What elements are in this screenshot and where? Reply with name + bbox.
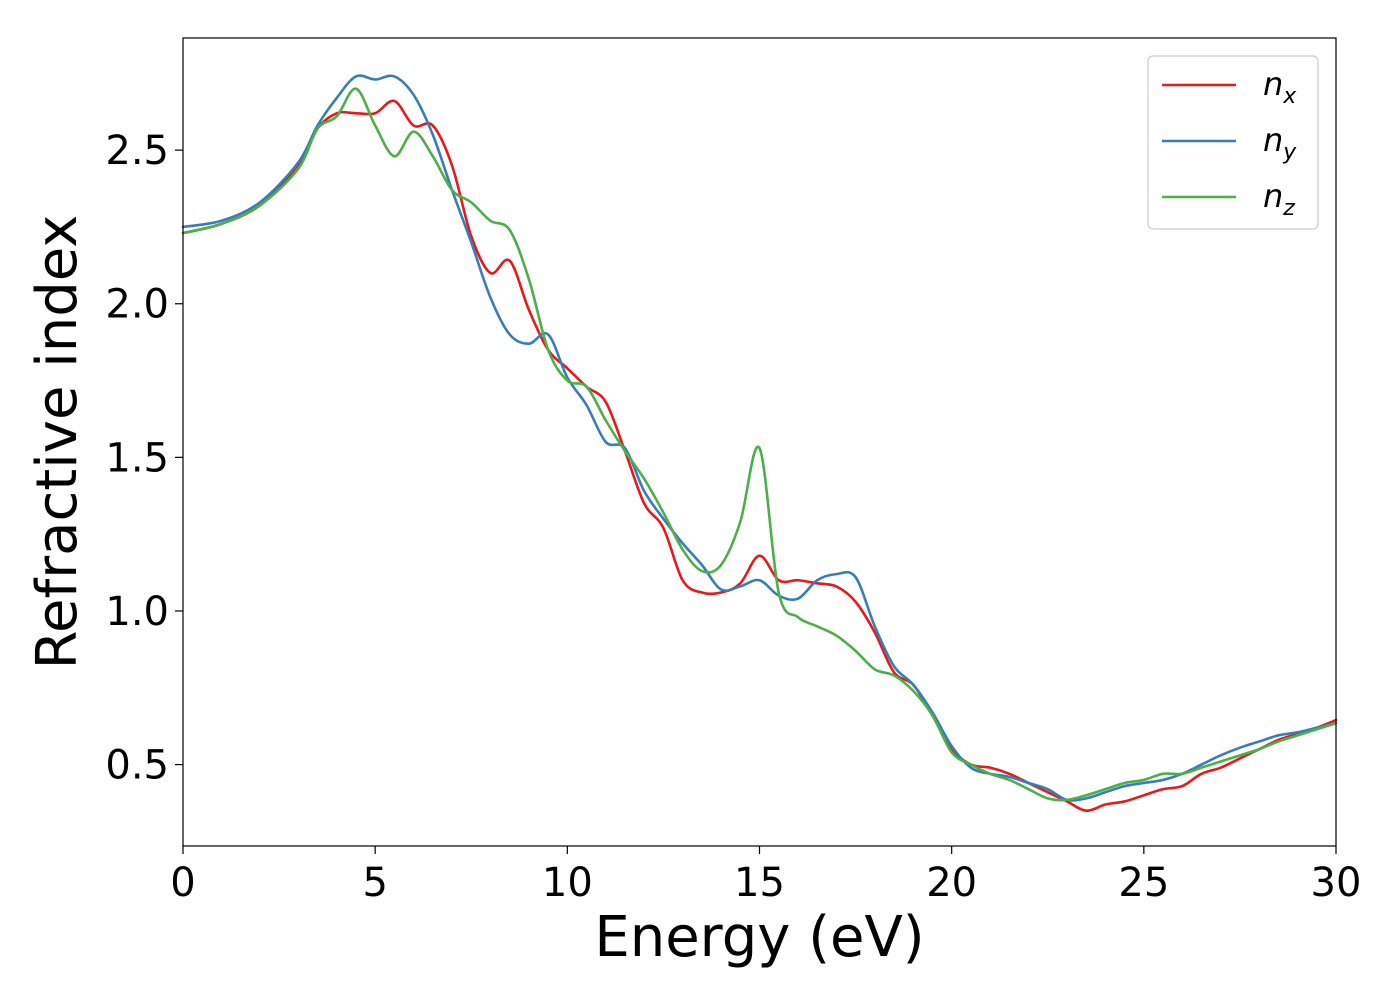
legend-label-subscript: y	[1282, 140, 1297, 165]
x-tick-label: 20	[926, 860, 977, 906]
legend-label-base: n	[1263, 121, 1283, 159]
legend-label-base: n	[1263, 177, 1283, 215]
x-tick-label: 15	[734, 860, 785, 906]
legend-label-base: n	[1263, 65, 1283, 103]
y-axis-title: Refractive index	[25, 215, 90, 670]
x-tick-label: 30	[1311, 860, 1362, 906]
x-tick-label: 5	[362, 860, 387, 906]
x-tick-label: 25	[1118, 860, 1169, 906]
legend-label-ny: ny	[1263, 121, 1297, 165]
legend-label-nz: nz	[1263, 177, 1295, 221]
legend-label-nx: nx	[1263, 65, 1297, 109]
y-tick-label: 2.5	[105, 128, 169, 174]
series-line-nx	[181, 99, 1338, 812]
x-axis-title: Energy (eV)	[594, 905, 924, 970]
y-tick-label: 0.5	[105, 743, 169, 789]
x-tick-label: 10	[542, 860, 593, 906]
x-tick-label: 0	[170, 860, 195, 906]
y-tick-label: 1.5	[105, 435, 169, 481]
series-layer	[181, 74, 1338, 812]
series-line-ny	[181, 74, 1338, 802]
y-tick-label: 2.0	[105, 282, 169, 328]
y-tick-label: 1.0	[105, 589, 169, 635]
legend-box	[1147, 55, 1319, 230]
legend-label-subscript: z	[1282, 196, 1295, 221]
legend-label-subscript: x	[1282, 84, 1297, 109]
ticks-layer: 0 5 10 15 20 25 30 0.5 1.0 1.5 2.0 2.5	[105, 128, 1361, 906]
series-line-nz	[181, 87, 1338, 802]
